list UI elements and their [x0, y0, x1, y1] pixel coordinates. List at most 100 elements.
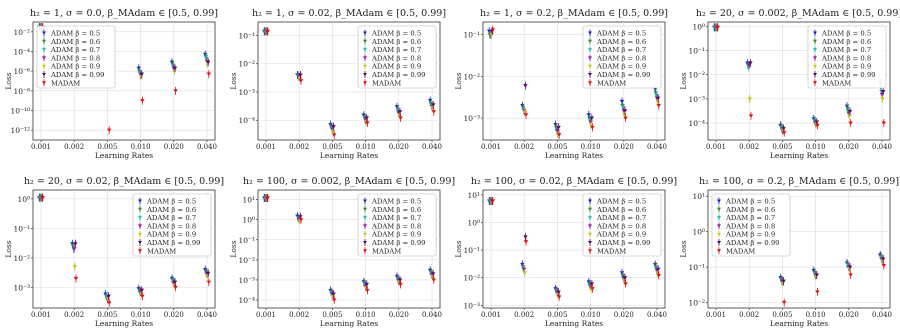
y-tick-label: 10⁻³	[238, 88, 255, 97]
data-point	[815, 123, 820, 128]
y-tick-label: 10⁻⁴	[688, 119, 705, 128]
legend-label: ADAM β = 0.5	[596, 30, 646, 38]
y-tick-label: 10⁰	[467, 218, 480, 227]
legend-marker	[813, 31, 817, 35]
legend-label: ADAM β = 0.9	[725, 231, 775, 239]
x-tick-label: 0.001	[256, 143, 276, 151]
x-tick-label: 0.020	[614, 143, 634, 151]
legend-label: MADAM	[372, 79, 401, 87]
legend-marker	[138, 249, 142, 253]
x-tick-label: 0.001	[481, 143, 501, 151]
legend-marker	[363, 241, 367, 245]
data-point	[781, 279, 786, 284]
data-point	[748, 114, 754, 118]
data-point	[206, 60, 211, 65]
data-point	[140, 99, 145, 103]
legend-marker	[363, 199, 367, 203]
chart-title: h₂ = 1, σ = 0.2, β_MAdam ∈ [0.5, 0.99]	[480, 8, 668, 19]
y-tick-label: 10⁻²	[13, 254, 30, 263]
legend-label: ADAM β = 0.6	[596, 206, 646, 214]
y-tick-label: 10¹	[692, 192, 705, 201]
data-point	[394, 274, 400, 279]
data-point	[814, 120, 819, 125]
legend-marker	[42, 81, 46, 85]
legend-box	[807, 25, 887, 89]
data-point	[622, 113, 627, 117]
legend-label: ADAM β = 0.99	[50, 71, 104, 79]
chart-title: h₂ = 100, σ = 0.2, β_MAdam ∈ [0.5, 0.99]	[699, 176, 899, 187]
data-point	[848, 121, 853, 126]
legend-marker	[363, 232, 367, 236]
data-point	[139, 74, 144, 79]
data-point	[556, 125, 561, 130]
legend-label: ADAM β = 0.5	[596, 198, 646, 206]
legend-label: ADAM β = 0.7	[371, 214, 421, 222]
data-point	[265, 29, 270, 34]
data-point	[847, 265, 853, 270]
data-point	[557, 295, 562, 300]
legend-marker	[138, 241, 142, 245]
legend-marker	[138, 232, 142, 236]
data-point	[622, 109, 628, 113]
x-tick-label: 0.005	[322, 143, 342, 151]
data-point	[522, 267, 527, 272]
x-axis-label: Learning Rates	[770, 319, 828, 328]
data-point	[364, 116, 369, 121]
x-tick-label: 0.002	[64, 143, 84, 151]
legend-marker	[813, 64, 817, 68]
data-point	[653, 265, 658, 269]
chart-panel-3: h₂ = 1, σ = 0.2, β_MAdam ∈ [0.5, 0.99] 10…	[454, 8, 668, 160]
legend-marker	[717, 249, 721, 253]
data-point	[781, 126, 786, 131]
x-tick-label: 0.010	[131, 311, 151, 319]
y-tick-label: 10⁰	[692, 22, 705, 31]
data-point	[621, 105, 626, 110]
y-tick-label: 10⁻⁴	[238, 296, 255, 305]
data-point	[557, 133, 562, 137]
data-point	[587, 118, 593, 123]
data-point	[431, 272, 436, 276]
y-tick-label: 10⁻³	[13, 283, 30, 292]
legend-marker	[588, 207, 592, 212]
chart-title: h₂ = 100, σ = 0.02, β_MAdam ∈ [0.5, 0.99…	[471, 176, 677, 187]
y-tick-label: 10⁻²	[238, 256, 255, 265]
x-tick-label: 0.001	[31, 311, 51, 319]
y-tick-label: 10⁻¹	[463, 246, 480, 255]
y-axis-label: Loss	[4, 240, 13, 257]
data-point	[298, 215, 303, 219]
legend-label: ADAM β = 0.8	[596, 54, 646, 62]
data-point	[430, 274, 435, 279]
legend-label: ADAM β = 0.9	[371, 231, 421, 239]
x-tick-label: 0.001	[31, 143, 51, 151]
data-point	[428, 98, 433, 103]
legend-marker	[363, 64, 367, 68]
data-point	[655, 99, 660, 104]
legend-marker	[138, 207, 142, 212]
x-tick-label: 0.001	[481, 311, 501, 319]
x-tick-label: 0.002	[289, 311, 309, 319]
legend-marker	[363, 249, 367, 253]
legend-label: ADAM β = 0.8	[371, 54, 421, 62]
y-tick-label: 10¹	[467, 191, 480, 200]
x-tick-label: 0.005	[547, 143, 567, 151]
legend-label: ADAM β = 0.6	[50, 38, 100, 46]
legend-marker	[813, 39, 817, 44]
data-point	[170, 62, 175, 67]
x-tick-label: 0.002	[514, 311, 534, 319]
data-point	[656, 267, 661, 272]
data-point	[206, 72, 211, 77]
legend-label: ADAM β = 0.6	[371, 206, 421, 214]
legend-box	[357, 193, 437, 257]
data-point	[203, 52, 208, 57]
data-point	[815, 290, 820, 294]
legend-label: ADAM β = 0.5	[146, 198, 196, 206]
legend-marker	[717, 224, 721, 228]
data-point	[172, 280, 178, 285]
data-point	[745, 61, 750, 66]
legend-marker	[588, 216, 592, 220]
legend-marker	[717, 199, 721, 203]
chart-title: h₂ = 20, σ = 0.002, β_MAdam ∈ [0.5, 0.99…	[696, 8, 900, 19]
